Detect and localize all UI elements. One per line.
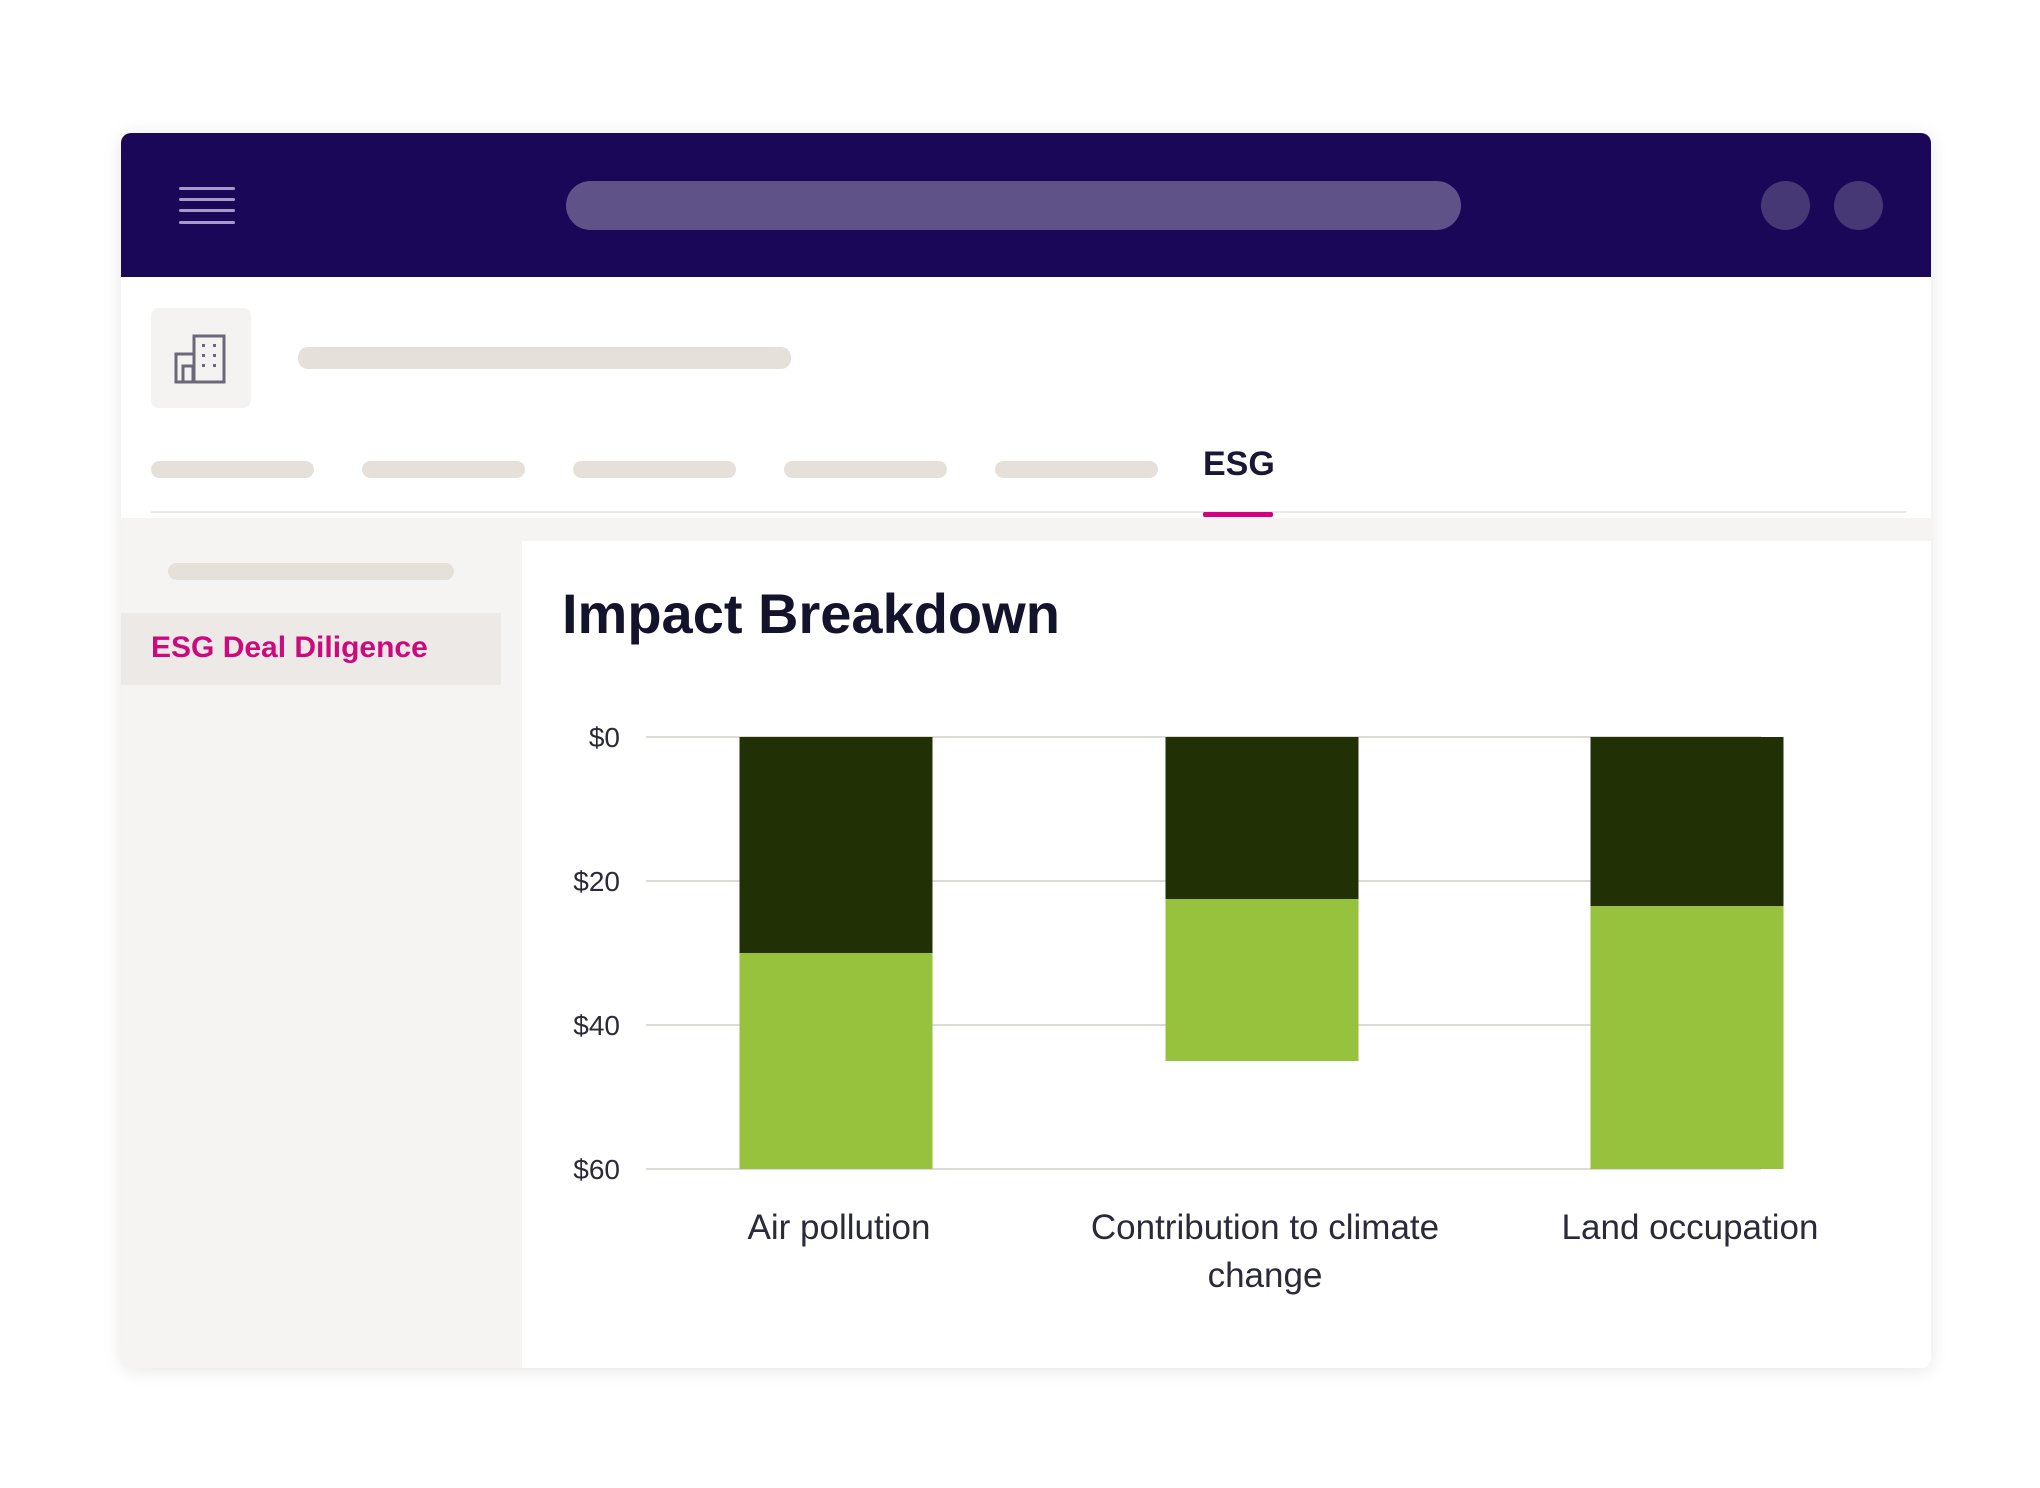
bar-segment-2 xyxy=(1590,906,1784,1169)
hamburger-menu-icon[interactable] xyxy=(179,183,235,229)
tab-placeholder-4[interactable] xyxy=(784,461,947,478)
sidebar-heading-placeholder xyxy=(168,563,454,580)
user-avatar[interactable] xyxy=(1834,181,1883,230)
app-window: ESG ESG Deal Diligence Impact Breakdown … xyxy=(121,133,1931,1368)
building-icon xyxy=(174,334,226,384)
active-tab-indicator xyxy=(1203,512,1273,517)
x-category-label: Air pollution xyxy=(748,1208,931,1247)
bar-segment-2 xyxy=(1165,899,1359,1061)
notification-avatar[interactable] xyxy=(1761,181,1810,230)
bar-segment-1 xyxy=(1165,737,1359,899)
y-tick-label: $40 xyxy=(573,1010,620,1041)
chart-title: Impact Breakdown xyxy=(562,582,1060,645)
y-tick-label: $60 xyxy=(573,1154,620,1185)
bar-segment-1 xyxy=(739,737,933,953)
y-tick-label: $0 xyxy=(589,722,620,753)
tab-placeholder-5[interactable] xyxy=(995,461,1158,478)
search-bar[interactable] xyxy=(566,181,1461,230)
bar-segment-2 xyxy=(739,953,933,1169)
chart-card: Impact Breakdown $0 $20 $40 $60 Air pollutio… xyxy=(522,541,1931,1368)
impact-breakdown-chart: $0 $20 $40 $60 Air pollution Contribution to … xyxy=(573,722,1819,1295)
tab-esg[interactable]: ESG xyxy=(1203,445,1275,483)
x-category-label: Land occupation xyxy=(1562,1208,1819,1247)
y-tick-label: $20 xyxy=(573,866,620,897)
bar-segment-1 xyxy=(1590,737,1784,907)
sidebar-item-esg-deal-diligence[interactable]: ESG Deal Diligence xyxy=(121,613,501,685)
company-name-placeholder xyxy=(298,347,791,369)
tab-placeholder-2[interactable] xyxy=(362,461,525,478)
sidebar-item-label: ESG Deal Diligence xyxy=(151,631,428,664)
tab-placeholder-3[interactable] xyxy=(573,461,736,478)
company-logo xyxy=(151,308,251,408)
tab-placeholder-1[interactable] xyxy=(151,461,314,478)
x-category-label: Contribution to climate change xyxy=(1091,1208,1439,1295)
top-bar xyxy=(121,133,1931,277)
tab-divider xyxy=(151,511,1906,513)
